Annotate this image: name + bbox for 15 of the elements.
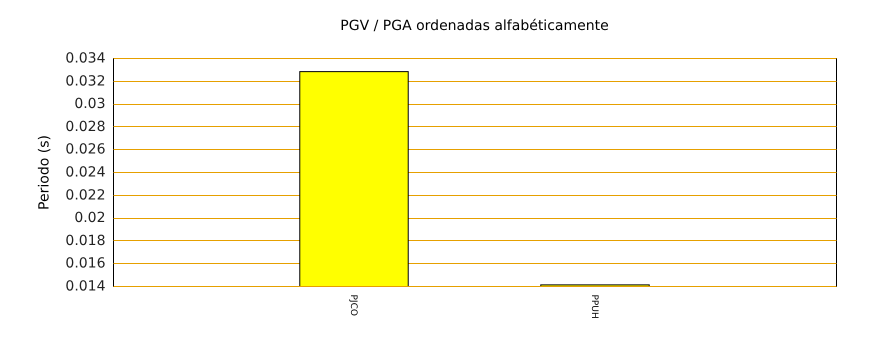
y-tick-label: 0.024 bbox=[65, 164, 106, 180]
y-tick-label: 0.016 bbox=[65, 256, 106, 272]
y-tick-label: 0.02 bbox=[74, 210, 106, 226]
y-axis-title: Periodo (s) bbox=[36, 135, 52, 210]
y-tick-label: 0.026 bbox=[65, 142, 106, 158]
y-tick-label: 0.028 bbox=[65, 118, 106, 135]
x-tick-label: PJCO bbox=[348, 294, 358, 316]
chart-title: PGV / PGA ordenadas alfabéticamente bbox=[340, 18, 609, 34]
y-tick-label: 0.034 bbox=[65, 50, 106, 66]
y-tick-label: 0.022 bbox=[65, 187, 106, 204]
y-tick-label: 0.03 bbox=[74, 96, 106, 112]
y-tick-label: 0.032 bbox=[65, 73, 106, 90]
x-tick-label: PPUH bbox=[589, 294, 599, 319]
y-tick-label: 0.014 bbox=[65, 278, 106, 294]
y-tick-label: 0.018 bbox=[65, 232, 106, 249]
